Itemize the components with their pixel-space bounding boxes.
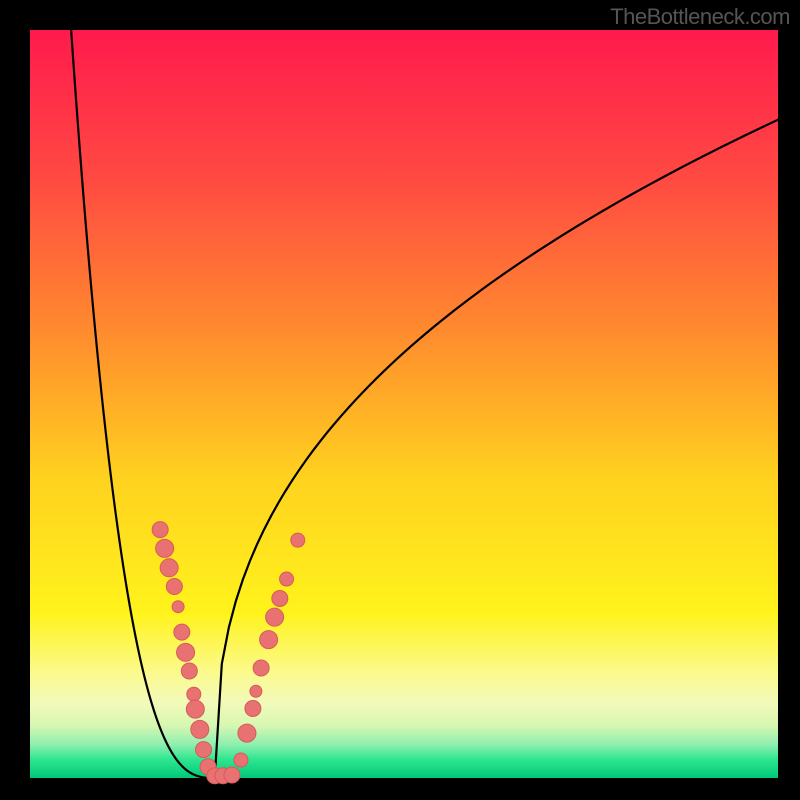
data-dot	[196, 742, 212, 758]
data-dot	[224, 767, 240, 783]
data-dot	[291, 533, 305, 547]
data-dot	[156, 539, 174, 557]
watermark-text: TheBottleneck.com	[610, 4, 790, 30]
chart-svg	[0, 0, 800, 800]
data-dot	[172, 601, 184, 613]
data-dot	[166, 579, 182, 595]
data-dot	[272, 590, 288, 606]
data-dot	[152, 522, 168, 538]
data-dot	[160, 559, 178, 577]
data-dot	[253, 660, 269, 676]
data-dot	[250, 685, 262, 697]
data-dot	[186, 700, 204, 718]
data-dot	[280, 572, 294, 586]
data-dot	[245, 700, 261, 716]
data-dot	[174, 624, 190, 640]
data-dot	[187, 687, 201, 701]
data-dot	[181, 663, 197, 679]
figure-root: TheBottleneck.com	[0, 0, 800, 800]
data-dot	[191, 720, 209, 738]
data-dot	[238, 724, 256, 742]
data-dot	[177, 643, 195, 661]
data-dot	[234, 753, 248, 767]
data-dot	[260, 631, 278, 649]
data-dot	[266, 608, 284, 626]
